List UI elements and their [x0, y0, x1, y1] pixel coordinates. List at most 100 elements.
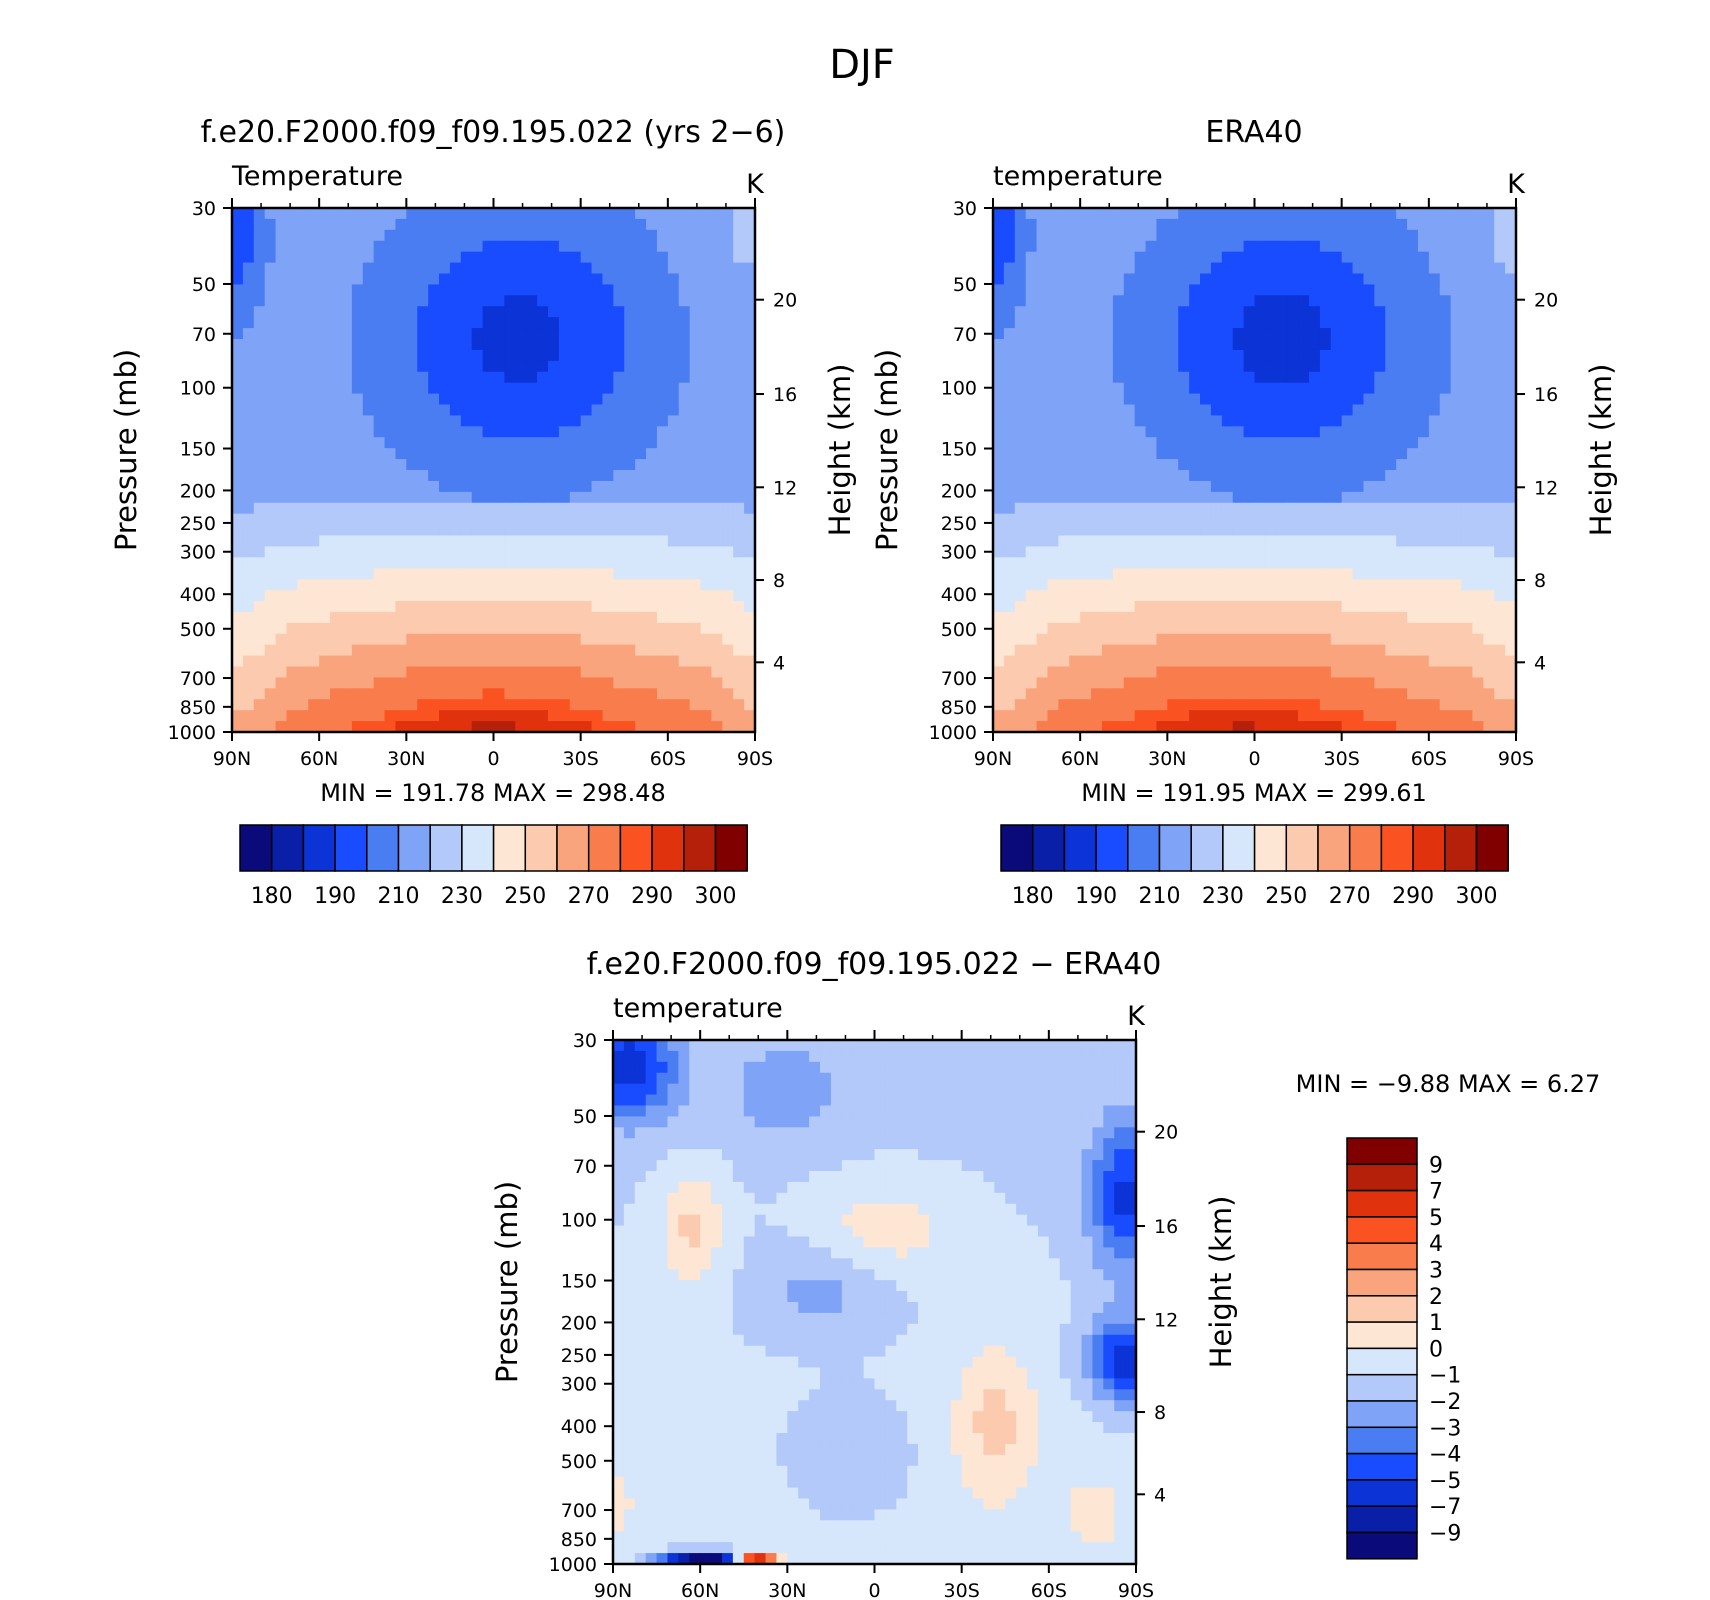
model-field-cell: [515, 339, 527, 351]
model-field-cell: [591, 568, 604, 580]
model-field-cell: [504, 229, 516, 242]
model-field-cell: [330, 513, 342, 526]
model-field-cell: [330, 459, 342, 471]
obs-field-cell: [1505, 404, 1516, 417]
model-field-cell: [526, 699, 538, 711]
obs-field-cell: [1243, 666, 1256, 679]
obs-field-cell: [1374, 699, 1386, 711]
obs-field-cell: [1156, 491, 1168, 504]
model-field-cell: [744, 251, 755, 264]
obs-field-cell: [1483, 655, 1495, 668]
model-field-cell: [286, 480, 298, 493]
obs-field-cell: [1080, 568, 1092, 580]
model-field-cell: [308, 710, 320, 722]
model-field-cell: [700, 448, 713, 460]
obs-field-cell: [1352, 524, 1365, 537]
model-field-cell: [384, 644, 397, 657]
model-field-cell: [351, 371, 364, 384]
diff-field-cell: [667, 1040, 679, 1052]
obs-field-cell: [1221, 721, 1234, 732]
model-field-cell: [351, 535, 364, 548]
obs-field-cell: [1276, 655, 1288, 668]
model-field-cell: [362, 349, 375, 362]
model-field-cell: [439, 448, 451, 460]
obs-field-cell: [1439, 349, 1452, 362]
obs-field-cell: [1287, 644, 1299, 657]
model-field-cell: [537, 448, 549, 460]
obs-field-cell: [1047, 284, 1059, 296]
model-field-cell: [351, 546, 364, 558]
obs-field-cell: [1243, 371, 1256, 384]
obs-field-cell: [1450, 557, 1463, 569]
obs-field-cell: [1461, 437, 1474, 449]
model-field-cell: [439, 262, 451, 275]
obs-field-cell: [1134, 688, 1147, 700]
obs-field-cell: [993, 491, 1005, 504]
model-field-cell: [591, 382, 604, 395]
model-field-cell: [722, 382, 734, 395]
obs-field-cell: [1505, 470, 1516, 482]
obs-field-cell: [1025, 240, 1038, 253]
model-field-cell: [580, 415, 593, 427]
obs-field-cell: [1352, 513, 1365, 526]
model-field-cell: [602, 208, 614, 220]
obs-field-cell: [993, 513, 1005, 526]
model-field-cell: [275, 502, 288, 515]
model-field-cell: [635, 317, 647, 329]
obs-field-cell: [1091, 339, 1103, 351]
obs-field-cell: [1461, 415, 1474, 427]
obs-field-cell: [1014, 601, 1027, 613]
obs-field-cell: [1025, 721, 1038, 732]
obs-field-cell: [1254, 328, 1266, 340]
obs-field-cell: [1494, 633, 1506, 646]
obs-field-cell: [1200, 251, 1212, 264]
obs-field-cell: [1232, 404, 1245, 417]
obs-field-cell: [1069, 306, 1081, 318]
model-field-cell: [242, 590, 255, 602]
obs-field-cell: [1407, 371, 1419, 384]
obs-field-cell: [1265, 579, 1277, 591]
model-field-cell: [264, 360, 277, 373]
obs-field-cell: [1101, 295, 1114, 307]
obs-field-cell: [1243, 470, 1256, 482]
obs-field-cell: [1156, 557, 1168, 569]
obs-field-cell: [1210, 491, 1223, 504]
obs-field-cell: [1243, 448, 1256, 460]
model-field-cell: [700, 666, 713, 679]
obs-field-cell: [1363, 633, 1375, 646]
model-field-cell: [711, 360, 723, 373]
model-field-cell: [373, 360, 386, 373]
model-field-cell: [722, 459, 734, 471]
obs-field-cell: [1319, 590, 1332, 602]
obs-field-cell: [1494, 557, 1506, 569]
obs-field-cell: [1505, 644, 1516, 657]
obs-field-cell: [1308, 524, 1321, 537]
obs-field-cell: [1363, 426, 1375, 438]
model-field-cell: [253, 393, 266, 406]
model-field-cell: [733, 677, 745, 689]
model-colorbar-swatch: [366, 824, 400, 872]
obs-field-cell: [1112, 622, 1125, 635]
model-field-cell: [624, 426, 636, 438]
model-field-cell: [308, 480, 320, 493]
obs-field-cell: [1134, 590, 1147, 602]
obs-field-cell: [1254, 699, 1266, 711]
model-field-cell: [286, 655, 298, 668]
obs-field-cell: [1505, 590, 1516, 602]
model-field-cell: [253, 240, 266, 253]
model-field-cell: [580, 328, 593, 340]
diff-field-cell: [961, 1050, 974, 1063]
obs-field-cell: [1123, 688, 1136, 700]
model-field-cell: [373, 590, 386, 602]
obs-field-cell: [1232, 622, 1245, 635]
obs-field-cell: [1494, 448, 1506, 460]
obs-field-cell: [1483, 568, 1495, 580]
obs-field-cell: [1341, 721, 1354, 732]
obs-field-cell: [1385, 557, 1397, 569]
model-field-cell: [428, 415, 440, 427]
model-x-tick-label: 30N: [387, 748, 425, 770]
model-field-cell: [417, 404, 429, 417]
obs-field-cell: [1156, 273, 1168, 286]
model-field-cell: [733, 611, 745, 624]
model-field-cell: [667, 677, 680, 689]
